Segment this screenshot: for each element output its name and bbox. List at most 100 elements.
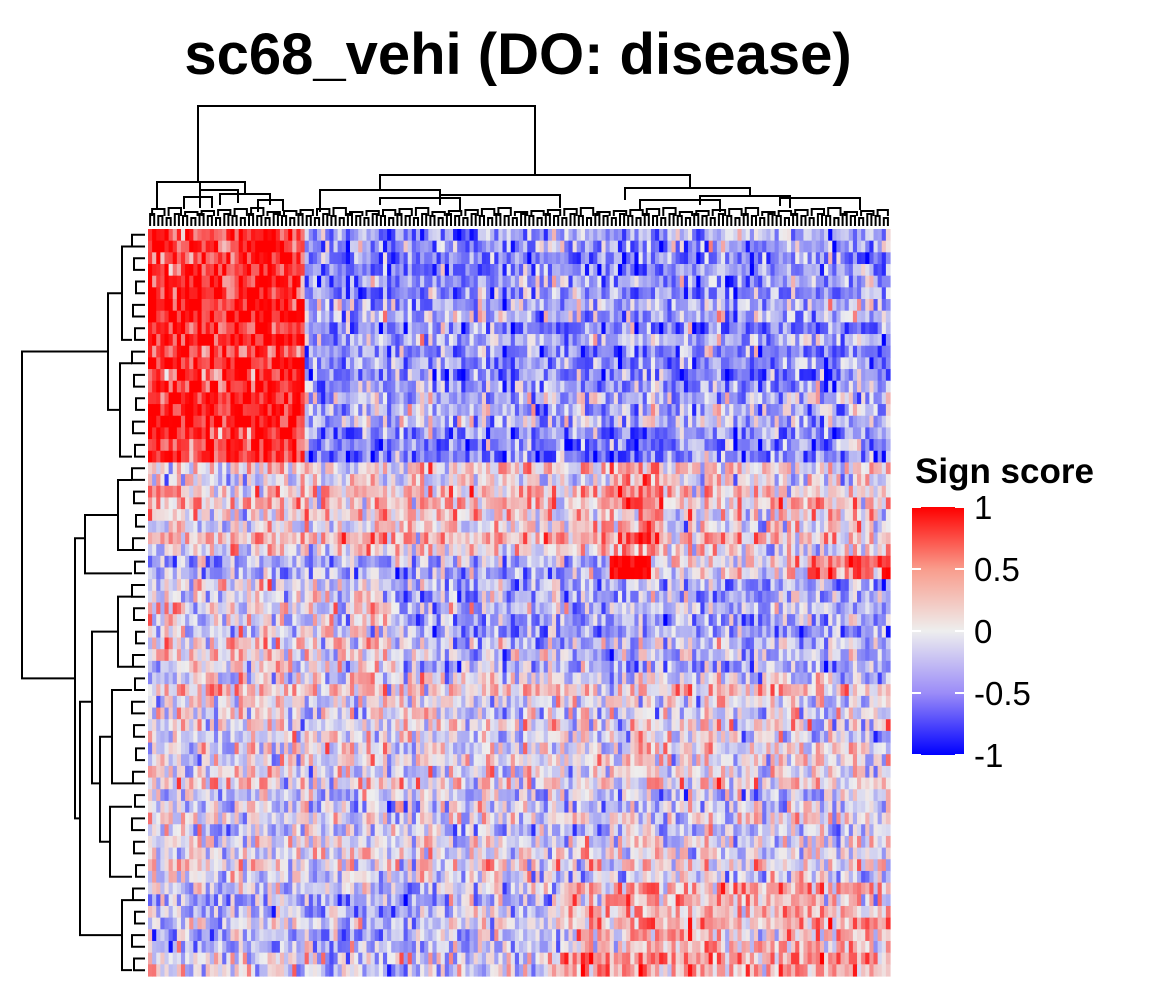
heatmap-cell bbox=[168, 322, 174, 335]
heatmap-cell bbox=[292, 264, 297, 277]
heatmap-cell bbox=[663, 404, 668, 417]
heatmap-cell bbox=[156, 264, 161, 277]
heatmap-cell bbox=[172, 299, 178, 312]
heatmap-cell bbox=[205, 264, 211, 277]
heatmap-cell bbox=[626, 240, 631, 253]
heatmap-cell bbox=[551, 544, 557, 557]
heatmap-cell bbox=[176, 474, 182, 487]
heatmap-cell bbox=[259, 532, 265, 545]
heatmap-cell bbox=[395, 287, 401, 300]
heatmap-cell bbox=[803, 497, 809, 510]
heatmap-cell bbox=[832, 427, 838, 440]
heatmap-cell bbox=[341, 287, 347, 300]
heatmap-cell bbox=[453, 450, 458, 464]
heatmap-cell bbox=[213, 345, 219, 358]
heatmap-cell bbox=[209, 497, 215, 510]
heatmap-cell bbox=[168, 345, 174, 358]
heatmap-cell bbox=[205, 357, 211, 370]
heatmap-cell bbox=[704, 380, 710, 393]
heatmap-cell bbox=[601, 520, 607, 534]
heatmap-cell bbox=[333, 404, 339, 417]
heatmap-cell bbox=[778, 485, 784, 499]
heatmap-cell bbox=[741, 264, 747, 277]
heatmap-cell bbox=[828, 310, 833, 323]
heatmap-cell bbox=[786, 485, 792, 499]
heatmap-cell bbox=[642, 369, 648, 382]
heatmap-cell bbox=[597, 264, 603, 277]
heatmap-cell bbox=[803, 520, 809, 534]
heatmap-cell bbox=[213, 520, 219, 534]
heatmap-cell bbox=[193, 439, 199, 452]
heatmap-cell bbox=[481, 380, 487, 393]
heatmap-cell bbox=[486, 322, 491, 335]
heatmap-cell bbox=[403, 532, 409, 545]
heatmap-cell bbox=[308, 509, 314, 522]
heatmap-cell bbox=[622, 427, 627, 440]
heatmap-cell bbox=[824, 415, 829, 429]
heatmap-cell bbox=[597, 287, 603, 300]
heatmap-cell bbox=[234, 357, 240, 370]
heatmap-cell bbox=[547, 264, 553, 277]
heatmap-cell bbox=[209, 485, 215, 499]
heatmap-cell bbox=[832, 252, 838, 265]
heatmap-cell bbox=[366, 345, 372, 358]
heatmap-cell bbox=[737, 229, 743, 242]
heatmap-cell bbox=[354, 252, 359, 265]
heatmap-cell bbox=[218, 392, 223, 405]
heatmap-cell bbox=[271, 357, 277, 370]
heatmap-cell bbox=[733, 392, 739, 405]
heatmap-cell bbox=[477, 509, 483, 522]
heatmap-cell bbox=[300, 334, 306, 347]
heatmap-cell bbox=[238, 334, 244, 347]
heatmap-cell bbox=[584, 415, 590, 429]
heatmap-cell bbox=[498, 334, 504, 347]
heatmap-cell bbox=[716, 369, 722, 382]
heatmap-cell bbox=[461, 474, 467, 487]
heatmap-cell bbox=[634, 334, 640, 347]
heatmap-cell bbox=[811, 357, 817, 370]
heatmap-cell bbox=[634, 415, 640, 429]
heatmap-cell bbox=[601, 380, 607, 393]
heatmap-cell bbox=[205, 310, 211, 323]
heatmap-cell bbox=[749, 287, 755, 300]
heatmap-cell bbox=[308, 229, 314, 242]
heatmap-cell bbox=[630, 532, 636, 545]
heatmap-cell bbox=[675, 474, 681, 487]
heatmap-cell bbox=[675, 439, 681, 452]
heatmap-cell bbox=[725, 439, 730, 452]
heatmap-cell bbox=[556, 509, 561, 522]
heatmap-cell bbox=[317, 322, 322, 335]
heatmap-cell bbox=[420, 322, 425, 335]
heatmap-cell bbox=[395, 299, 401, 312]
heatmap-cell bbox=[424, 310, 429, 323]
heatmap-cell bbox=[358, 392, 363, 405]
heatmap-cell bbox=[753, 240, 759, 253]
heatmap-cell bbox=[238, 485, 244, 499]
heatmap-cell bbox=[659, 322, 664, 335]
heatmap-cell bbox=[807, 450, 813, 464]
heatmap-cell bbox=[329, 392, 335, 405]
heatmap-cell bbox=[865, 427, 870, 440]
heatmap-cell bbox=[650, 485, 656, 499]
heatmap-cell bbox=[861, 404, 866, 417]
heatmap-cell bbox=[403, 287, 409, 300]
heatmap-cell bbox=[160, 427, 166, 440]
heatmap-cell bbox=[646, 450, 652, 464]
heatmap-cell bbox=[704, 252, 710, 265]
heatmap-cell bbox=[308, 369, 314, 382]
heatmap-cell bbox=[230, 532, 236, 545]
heatmap-cell bbox=[288, 520, 293, 534]
heatmap-cell bbox=[646, 509, 652, 522]
heatmap-cell bbox=[803, 310, 809, 323]
heatmap-cell bbox=[762, 474, 767, 487]
heatmap-cell bbox=[164, 439, 170, 452]
heatmap-cell bbox=[601, 252, 607, 265]
heatmap-cell bbox=[300, 532, 306, 545]
heatmap-cell bbox=[354, 229, 359, 242]
heatmap-cell bbox=[296, 404, 302, 417]
heatmap-cell bbox=[395, 509, 401, 522]
heatmap-cell bbox=[255, 357, 260, 370]
heatmap-cell bbox=[861, 532, 866, 545]
heatmap-cell bbox=[646, 287, 652, 300]
heatmap-cell bbox=[180, 345, 186, 358]
